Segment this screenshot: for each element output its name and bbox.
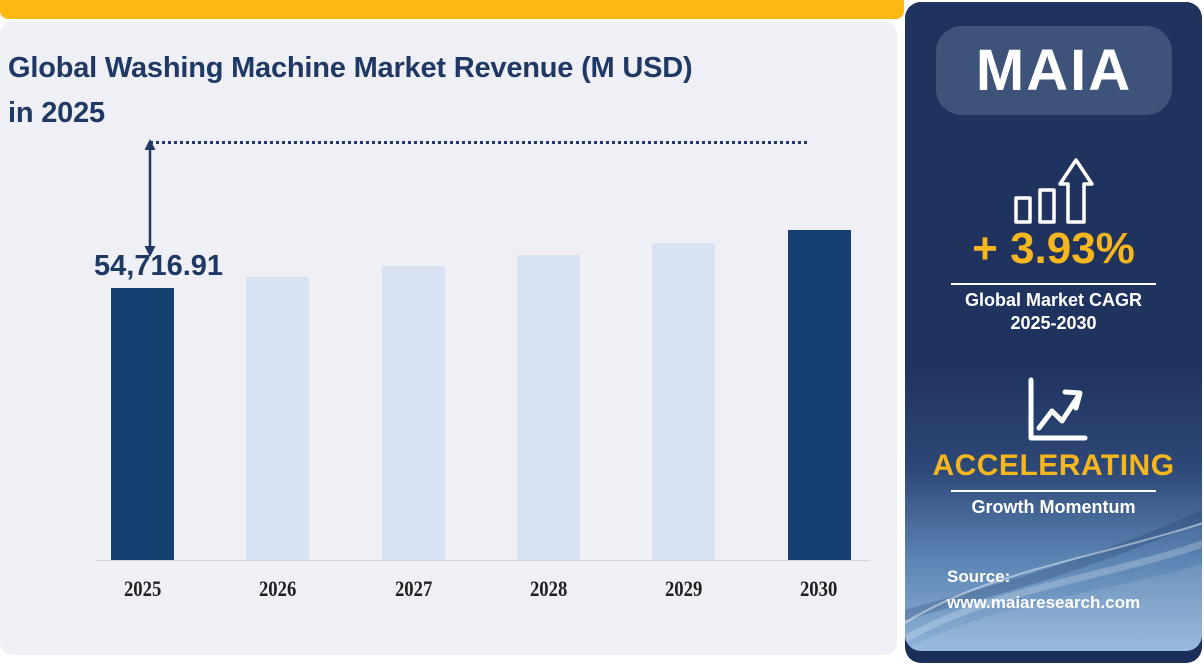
x-tick-2027: 2027	[394, 576, 432, 601]
cagr-value: + 3.93%	[972, 224, 1135, 273]
momentum-divider	[951, 490, 1156, 492]
chart-panel: Global Washing Machine Market Revenue (M…	[0, 22, 897, 655]
bar-group-2030: 2030	[751, 22, 886, 601]
bar-group-2029: 2029	[616, 22, 751, 601]
bar-2026	[246, 277, 310, 560]
x-axis-line	[95, 560, 870, 561]
sidebar: MAIA + 3.93% Global Market CAGR 2025-203…	[905, 2, 1202, 663]
cagr-label-line2: 2025-2030	[1010, 313, 1097, 333]
bar-group-2027: 2027	[346, 22, 481, 601]
bar-group-2028: 2028	[481, 22, 616, 601]
bar-chart: 2025 2026 2027 2028 2029 2030	[75, 22, 887, 601]
momentum-label: Growth Momentum	[971, 497, 1136, 517]
bar-2025	[111, 288, 175, 560]
bar-2030	[787, 230, 851, 560]
x-tick-2030: 2030	[800, 576, 838, 601]
top-accent-bar	[0, 0, 904, 19]
bar-2028	[517, 255, 581, 560]
double-arrow-icon	[144, 139, 156, 257]
page-title: Global Washing Machine Market Revenue (M…	[8, 46, 838, 136]
bar-growth-icon	[1013, 158, 1094, 224]
cagr-divider	[951, 283, 1156, 285]
projection-dotted-line	[150, 141, 807, 144]
x-tick-2026: 2026	[259, 576, 297, 601]
x-tick-2028: 2028	[529, 576, 568, 601]
bar-value-label-2025: 54,716.91	[94, 250, 224, 282]
bar-2029	[652, 243, 716, 560]
x-tick-2029: 2029	[665, 576, 703, 601]
page-title-line1: Global Washing Machine Market Revenue (M…	[8, 52, 693, 84]
page-title-line2: in 2025	[8, 97, 105, 129]
cagr-label-line1: Global Market CAGR	[964, 290, 1143, 310]
trend-line-icon	[1028, 377, 1087, 441]
maia-logo: MAIA	[936, 26, 1172, 115]
source-block: Source: www.maiaresearch.com	[947, 564, 1140, 616]
bar-group-2026: 2026	[210, 22, 345, 601]
bar-group-2025: 2025	[75, 22, 210, 601]
maia-logo-text: MAIA	[975, 38, 1133, 103]
x-tick-2025: 2025	[123, 576, 162, 601]
source-url: www.maiaresearch.com	[947, 593, 1141, 612]
swoosh-decoration	[905, 510, 1202, 651]
source-label: Source:	[947, 567, 1011, 586]
momentum-value: ACCELERATING	[932, 449, 1175, 482]
bar-2027	[381, 266, 445, 560]
